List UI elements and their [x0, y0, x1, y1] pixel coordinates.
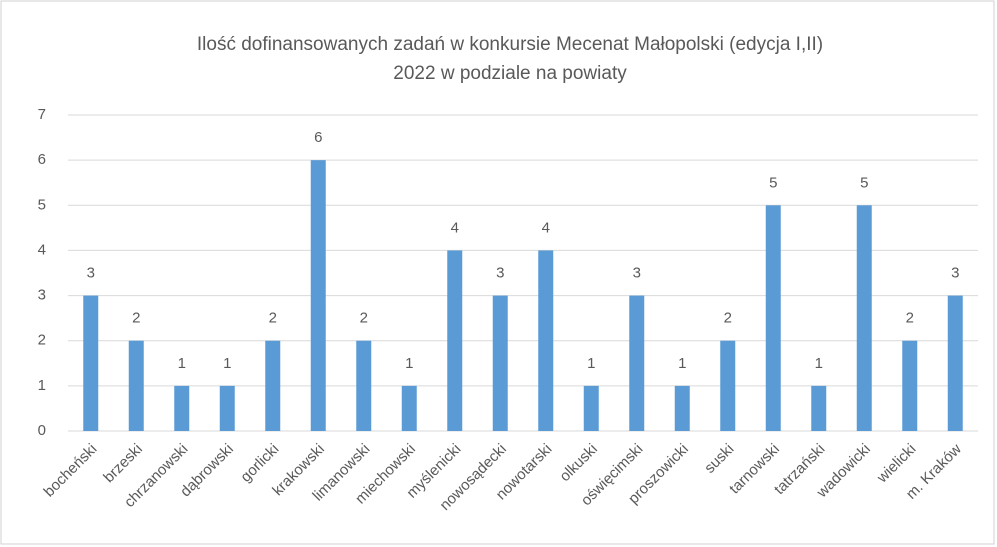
- data-label: 1: [587, 355, 595, 372]
- y-tick-label: 6: [38, 151, 46, 168]
- data-label: 1: [405, 355, 413, 372]
- bar: [856, 205, 872, 431]
- bar: [583, 385, 599, 431]
- data-label: 6: [314, 129, 322, 146]
- bar: [947, 295, 963, 431]
- bar: [447, 250, 463, 431]
- y-tick-label: 3: [38, 287, 46, 304]
- data-label: 3: [633, 265, 641, 282]
- y-tick-label: 0: [38, 422, 46, 439]
- data-label: 2: [360, 310, 368, 327]
- bar: [811, 385, 827, 431]
- bar: [83, 295, 99, 431]
- y-tick-label: 7: [38, 106, 46, 123]
- bar: [720, 340, 736, 431]
- chart-title: Ilość dofinansowanych zadań w konkursie …: [197, 34, 823, 55]
- data-label: 2: [269, 310, 277, 327]
- bar: [401, 385, 417, 431]
- bar: [674, 385, 690, 431]
- data-label: 2: [132, 310, 140, 327]
- data-label: 4: [542, 219, 550, 236]
- bar: [219, 385, 235, 431]
- bar: [128, 340, 144, 431]
- data-label: 3: [951, 265, 959, 282]
- data-label: 2: [724, 310, 732, 327]
- y-tick-label: 1: [38, 377, 46, 394]
- bar: [538, 250, 554, 431]
- data-label: 2: [906, 310, 914, 327]
- data-label: 5: [769, 174, 777, 191]
- bar: [310, 160, 326, 431]
- bar: [265, 340, 281, 431]
- data-label: 3: [87, 265, 95, 282]
- bar: [174, 385, 190, 431]
- bar: [629, 295, 645, 431]
- data-label: 4: [451, 219, 459, 236]
- data-label: 1: [678, 355, 686, 372]
- data-label: 1: [223, 355, 231, 372]
- y-tick-label: 2: [38, 332, 46, 349]
- y-tick-label: 4: [38, 241, 46, 258]
- chart-title: 2022 w podziale na powiaty: [393, 63, 627, 84]
- bar: [492, 295, 508, 431]
- y-tick-label: 5: [38, 196, 46, 213]
- bar: [902, 340, 918, 431]
- bar: [356, 340, 372, 431]
- data-label: 5: [860, 174, 868, 191]
- bar: [765, 205, 781, 431]
- data-label: 1: [815, 355, 823, 372]
- data-label: 1: [178, 355, 186, 372]
- data-label: 3: [496, 265, 504, 282]
